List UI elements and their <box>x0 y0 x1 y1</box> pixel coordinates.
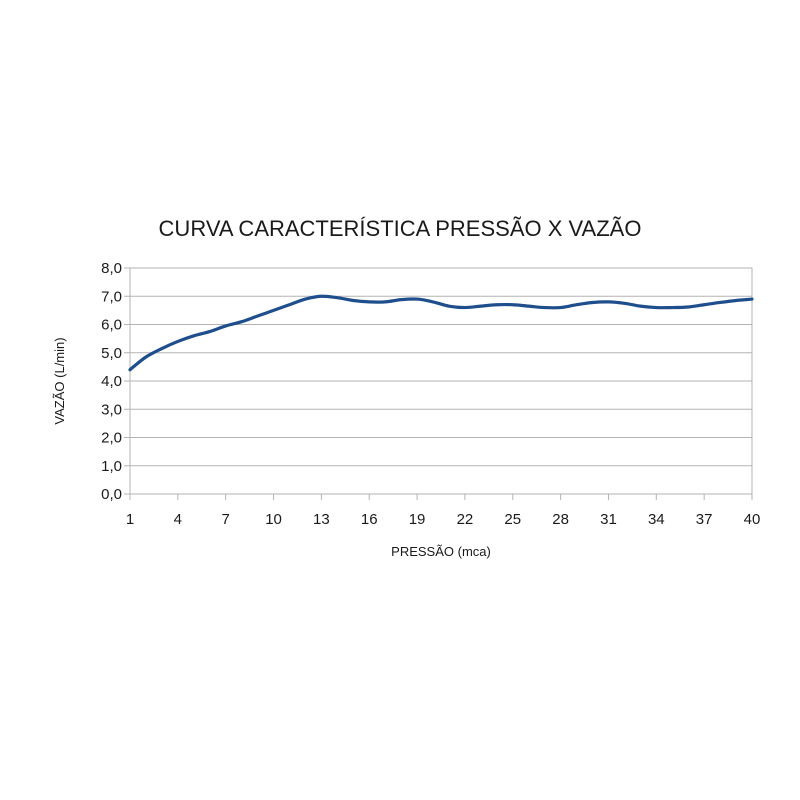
y-axis: 0,0 1,0 2,0 3,0 4,0 5,0 6,0 7,0 8,0 <box>101 260 130 503</box>
x-axis: 1 4 7 10 13 16 19 22 25 28 31 34 37 40 <box>126 494 761 528</box>
x-tick-label: 37 <box>696 511 713 528</box>
x-tick-label: 10 <box>265 511 282 528</box>
y-tick-label: 5,0 <box>101 345 122 362</box>
x-tick-label: 40 <box>744 511 761 528</box>
x-tick-label: 25 <box>504 511 521 528</box>
y-tick-label: 1,0 <box>101 458 122 475</box>
y-tick-label: 7,0 <box>101 288 122 305</box>
y-tick-label: 8,0 <box>101 260 122 277</box>
grid-lines <box>130 267 752 495</box>
x-tick-label: 13 <box>313 511 330 528</box>
series-layer <box>128 294 754 372</box>
x-tick-label: 1 <box>126 511 134 528</box>
y-tick-label: 6,0 <box>101 317 122 334</box>
x-tick-label: 22 <box>457 511 474 528</box>
x-tick-label: 34 <box>648 511 665 528</box>
y-tick-label: 3,0 <box>101 401 122 418</box>
y-tick-label: 2,0 <box>101 430 122 447</box>
x-axis-label: PRESSÃO (mca) <box>391 544 491 559</box>
x-tick-label: 19 <box>409 511 426 528</box>
y-axis-label: VAZÃO (L/min) <box>52 337 67 424</box>
series-line <box>128 294 754 372</box>
x-tick-label: 31 <box>600 511 617 528</box>
x-tick-label: 16 <box>361 511 378 528</box>
x-tick-label: 4 <box>174 511 182 528</box>
y-tick-label: 0,0 <box>101 486 122 503</box>
x-tick-label: 28 <box>552 511 569 528</box>
chart-title: CURVA CARACTERÍSTICA PRESSÃO X VAZÃO <box>159 216 642 241</box>
y-tick-label: 4,0 <box>101 373 122 390</box>
x-tick-label: 7 <box>222 511 230 528</box>
